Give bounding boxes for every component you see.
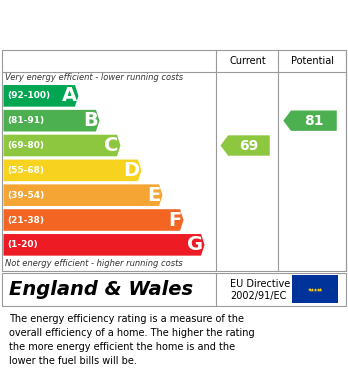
- Polygon shape: [3, 135, 120, 156]
- Text: (1-20): (1-20): [8, 240, 38, 249]
- Text: Not energy efficient - higher running costs: Not energy efficient - higher running co…: [5, 259, 183, 268]
- Text: A: A: [62, 86, 77, 105]
- Text: C: C: [104, 136, 119, 155]
- Text: E: E: [148, 186, 161, 204]
- Polygon shape: [3, 234, 205, 256]
- Polygon shape: [3, 85, 78, 107]
- Polygon shape: [221, 135, 270, 156]
- Text: (55-68): (55-68): [8, 166, 45, 175]
- Text: Current: Current: [229, 56, 266, 66]
- Text: 69: 69: [239, 138, 259, 152]
- Polygon shape: [3, 160, 142, 181]
- Text: B: B: [83, 111, 98, 130]
- Text: Very energy efficient - lower running costs: Very energy efficient - lower running co…: [5, 74, 183, 83]
- Text: (21-38): (21-38): [8, 215, 45, 224]
- Polygon shape: [3, 209, 183, 231]
- Text: 2002/91/EC: 2002/91/EC: [230, 291, 287, 301]
- Text: The energy efficiency rating is a measure of the
overall efficiency of a home. T: The energy efficiency rating is a measur…: [9, 314, 254, 366]
- Text: (39-54): (39-54): [8, 191, 45, 200]
- Text: Energy Efficiency Rating: Energy Efficiency Rating: [9, 18, 219, 33]
- Text: D: D: [124, 161, 140, 180]
- Text: G: G: [187, 235, 203, 254]
- Text: 81: 81: [304, 114, 324, 128]
- Bar: [292, 275, 338, 303]
- Polygon shape: [283, 111, 337, 131]
- Polygon shape: [3, 110, 100, 131]
- Text: England & Wales: England & Wales: [9, 280, 193, 299]
- Text: EU Directive: EU Directive: [230, 279, 291, 289]
- Polygon shape: [3, 185, 163, 206]
- Text: (69-80): (69-80): [8, 141, 45, 150]
- Text: Potential: Potential: [291, 56, 334, 66]
- Text: (81-91): (81-91): [8, 116, 45, 125]
- Text: (92-100): (92-100): [8, 91, 51, 100]
- Text: F: F: [168, 210, 182, 230]
